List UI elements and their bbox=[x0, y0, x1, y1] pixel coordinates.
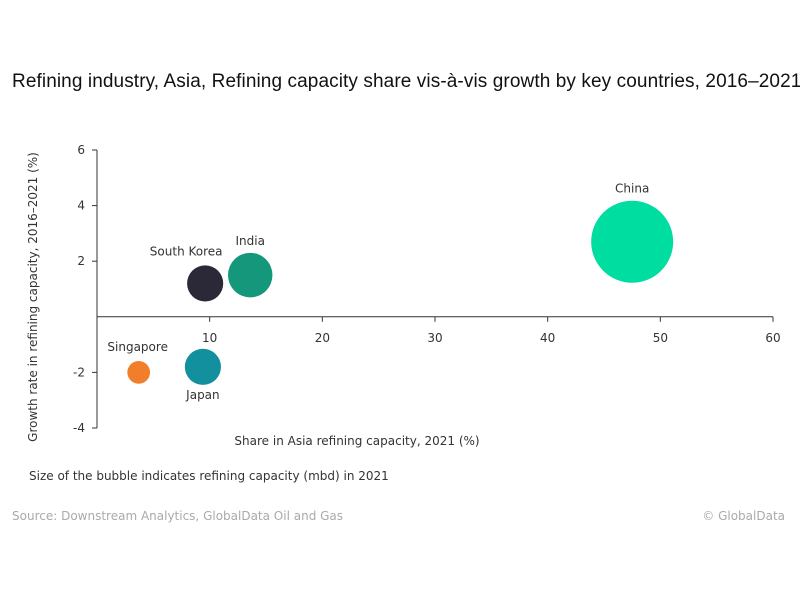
source-text: Source: Downstream Analytics, GlobalData… bbox=[12, 509, 344, 523]
x-axis-label: Share in Asia refining capacity, 2021 (%… bbox=[234, 434, 479, 448]
bubble-south-korea bbox=[187, 265, 224, 302]
x-tick-label: 10 bbox=[202, 331, 217, 345]
bubble-singapore bbox=[127, 361, 151, 384]
chart-title: Refining industry, Asia, Refining capaci… bbox=[12, 71, 800, 92]
y-tick-label: 4 bbox=[77, 199, 85, 213]
bubble-label: India bbox=[236, 234, 265, 248]
bubble-size-note: Size of the bubble indicates refining ca… bbox=[29, 469, 389, 483]
bubble-label: South Korea bbox=[150, 244, 223, 258]
y-tick-label: -2 bbox=[73, 365, 85, 379]
y-axis-label: Growth rate in refining capacity, 2016–2… bbox=[26, 152, 40, 442]
bubble-label: China bbox=[615, 182, 649, 196]
copyright-text: © GlobalData bbox=[702, 509, 785, 523]
x-tick-label: 20 bbox=[315, 331, 330, 345]
bubble-label: Japan bbox=[185, 388, 219, 402]
y-tick-label: 6 bbox=[77, 143, 85, 157]
y-tick-label: -4 bbox=[73, 421, 85, 435]
x-tick-label: 30 bbox=[427, 331, 442, 345]
x-tick-label: 60 bbox=[765, 331, 780, 345]
bubble-label: Singapore bbox=[107, 340, 168, 354]
x-tick-label: 40 bbox=[540, 331, 555, 345]
bubble-china bbox=[591, 200, 674, 283]
bubble-india bbox=[227, 252, 273, 298]
y-tick-label: 2 bbox=[77, 254, 85, 268]
x-tick-label: 50 bbox=[653, 331, 668, 345]
bubble-japan bbox=[184, 348, 221, 385]
